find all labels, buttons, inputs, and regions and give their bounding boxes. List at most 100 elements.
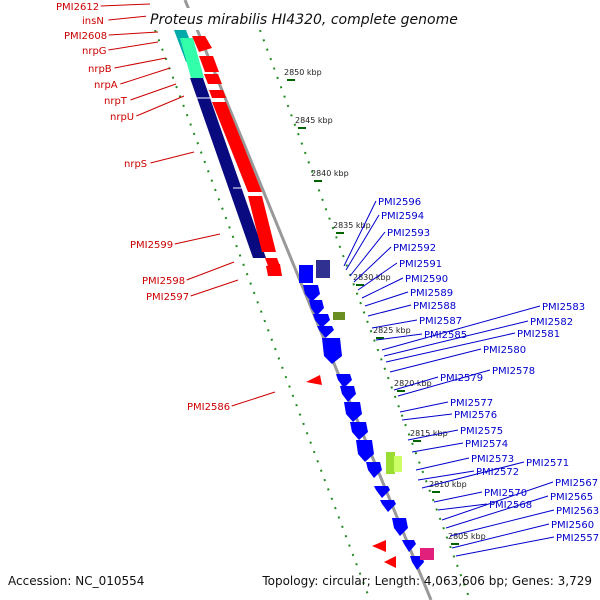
gene-label-right: PMI2581 (517, 329, 560, 340)
accession-label: Accession: (8, 574, 72, 588)
forward-gene-arrow (209, 90, 226, 98)
leader-line-left (186, 261, 235, 281)
reverse-gene-arrow (344, 402, 362, 422)
gene-label-right: PMI2563 (556, 506, 599, 517)
forward-gene-arrow (265, 258, 280, 266)
gene-label-left: nrpT (104, 96, 128, 107)
leader-line-right (385, 332, 516, 363)
leader-line-right (421, 461, 525, 489)
gene-label-right: PMI2582 (530, 317, 573, 328)
reverse-gene-arrow (303, 285, 320, 302)
leader-line-right (445, 495, 549, 529)
gene-label-right: PMI2594 (381, 211, 424, 222)
reverse-gene-arrow (356, 440, 374, 462)
gene-label-right: PMI2574 (465, 439, 508, 450)
gene-label-right: PMI2590 (405, 274, 448, 285)
leader-line-right (437, 503, 488, 511)
gene-label-right: PMI2592 (393, 243, 436, 254)
reverse-gene-arrow (350, 422, 368, 440)
kbp-label: 2840 kbp (311, 169, 349, 178)
gene-label-right: PMI2575 (460, 426, 503, 437)
kbp-label: 2805 kbp (448, 532, 486, 541)
forward-gene-arrow (384, 556, 396, 568)
length-value: 4,063,606 bp (423, 574, 504, 588)
leader-line-left (108, 15, 149, 21)
reverse-gene-arrow (392, 518, 408, 536)
gene-label-right: PMI2593 (387, 228, 430, 239)
leader-line-right (367, 304, 412, 317)
leader-line-left (174, 233, 221, 245)
leader-line-left (150, 151, 195, 164)
kbp-label: 2835 kbp (333, 221, 371, 230)
gene-label-left: PMI2586 (187, 402, 230, 413)
reverse-gene-arrow (336, 374, 352, 388)
label-leader-lines (100, 3, 555, 557)
gene-label-right: PMI2577 (450, 398, 493, 409)
leader-line-right (411, 442, 464, 453)
gene-label-right: PMI2576 (454, 410, 497, 421)
reverse-gene-arrow (309, 300, 324, 316)
leader-line-left (136, 95, 185, 117)
leader-line-left (108, 41, 159, 51)
leader-line-right (417, 470, 475, 481)
leader-line-right (407, 429, 459, 441)
gene-label-right: PMI2567 (555, 478, 598, 489)
leader-line-right (361, 277, 404, 299)
leader-line-left (108, 31, 159, 36)
forward-gene-arrow (199, 56, 219, 72)
genome-stats: Topology: circular; Length: 4,063,606 bp… (262, 574, 592, 588)
leader-line-right (441, 481, 554, 521)
kbp-label: 2815 kbp (410, 429, 448, 438)
gene-block-olive (333, 312, 345, 320)
gene-label-left: insN (82, 16, 104, 27)
forward-gene-arrow (306, 375, 322, 385)
gene-label-right: PMI2583 (542, 302, 585, 313)
leader-line-right (349, 231, 386, 277)
title-backdrop (146, 8, 428, 30)
reverse-gene-arrow (374, 486, 390, 498)
gene-label-right: PMI2568 (489, 500, 532, 511)
gene-label-right: PMI2571 (526, 458, 569, 469)
gene-label-right: PMI2588 (413, 301, 456, 312)
reverse-gene-arrow (366, 462, 382, 478)
leader-line-right (393, 376, 439, 391)
leader-line-right (381, 305, 541, 351)
leader-line-right (371, 319, 418, 329)
gene-label-left: nrpB (88, 64, 112, 75)
gene-label-right: PMI2565 (550, 492, 593, 503)
gene-label-right: PMI2560 (551, 520, 594, 531)
kbp-label: 2825 kbp (373, 326, 411, 335)
reverse-gene-arrow (402, 540, 416, 552)
gene-label-right: PMI2572 (476, 467, 519, 478)
gene-label-right: PMI2591 (399, 259, 442, 270)
gene-block-navy (190, 78, 266, 258)
gene-label-left: nrpG (82, 46, 107, 57)
leader-line-right (455, 536, 555, 557)
leader-line-right (415, 457, 470, 471)
gene-label-left: PMI2599 (130, 240, 173, 251)
leader-line-right (399, 401, 449, 413)
forward-gene-arrow (192, 36, 212, 52)
gene-label-left: PMI2597 (146, 292, 189, 303)
kbp-label: 2810 kbp (429, 480, 467, 489)
reverse-gene-arrow (317, 326, 334, 338)
kbp-ticks: 2850 kbp 2845 kbp 2840 kbp 2835 kbp 2830 kbp… (284, 68, 486, 545)
dotted-guide-lines (154, 29, 471, 600)
leader-line-right (383, 320, 529, 357)
forward-gene-arrow (212, 102, 262, 192)
kbp-label: 2845 kbp (295, 116, 333, 125)
leader-line-right (451, 523, 550, 549)
dotted-track-inner (154, 29, 371, 600)
gene-label-left: PMI2612 (56, 2, 99, 13)
accession-value: NC_010554 (75, 574, 145, 588)
leader-line-right (449, 509, 555, 537)
leader-line-right (343, 200, 377, 267)
forward-gene-arrow (248, 196, 276, 252)
topology-label: Topology: (262, 574, 319, 588)
leader-line-left (231, 391, 276, 407)
gene-block-green (180, 38, 204, 78)
kbp-label: 2850 kbp (284, 68, 322, 77)
gene-block-magenta (420, 548, 434, 560)
forward-gene-arrow (266, 264, 282, 276)
kbp-label: 2830 kbp (353, 273, 391, 282)
